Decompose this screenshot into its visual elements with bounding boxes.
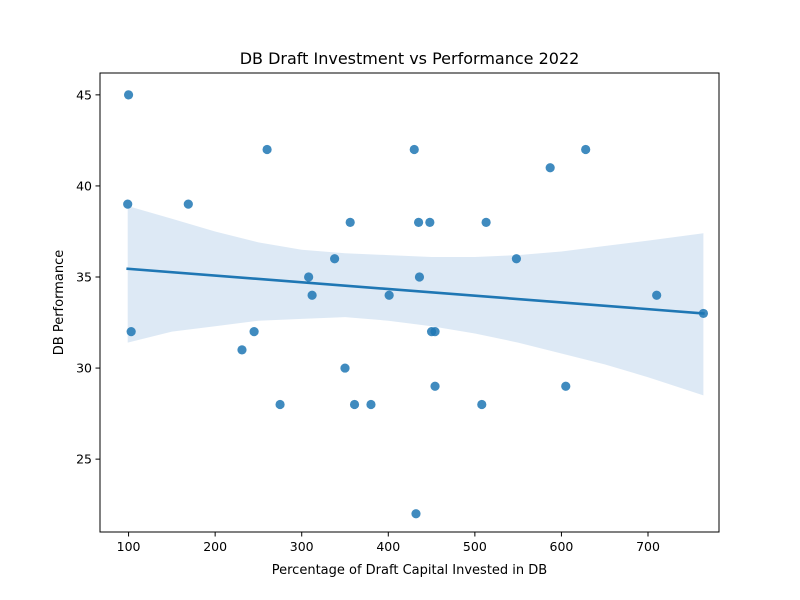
data-point [304,272,314,282]
data-point [409,144,419,155]
x-tick-label: 100 [117,539,141,554]
regression-line-layer [126,267,705,315]
data-point [275,399,285,410]
x-axis-label: Percentage of Draft Capital Invested in … [272,563,547,578]
y-tick-label: 45 [76,87,92,102]
x-tick-label: 400 [376,539,400,554]
data-point [481,217,491,227]
data-point [430,381,440,391]
data-point [123,90,134,100]
y-tick-label: 40 [76,178,92,193]
data-point [477,399,487,410]
data-point [561,381,571,391]
data-point [425,217,435,227]
data-point [430,327,440,337]
data-point [411,509,421,519]
data-point [545,163,555,173]
data-point [249,327,259,337]
x-tick-label: 700 [636,539,660,554]
data-point [366,399,376,410]
y-tick-label: 25 [76,452,92,467]
data-point [349,399,360,410]
data-point [330,254,340,264]
axes [99,72,720,533]
data-point [345,217,355,227]
x-tick-label: 600 [550,539,574,554]
data-point [307,290,317,300]
data-point [384,290,394,300]
data-point [262,144,272,155]
data-point [581,144,591,155]
data-point [123,199,133,209]
x-tick-label: 500 [463,539,487,554]
x-tick-label: 300 [290,539,314,554]
data-point [698,308,709,319]
y-axis-ticks: 25 30 35 40 45 [76,87,100,467]
y-tick-label: 30 [76,361,92,376]
data-points-layer [123,90,709,519]
regression-line [126,267,705,315]
confidence-band-layer [127,206,704,396]
data-point [511,254,522,264]
x-axis-ticks: 100 200 300 400 500 600 700 [117,532,660,554]
confidence-band [127,206,704,396]
data-point [126,327,136,337]
y-tick-label: 35 [76,270,92,285]
plot-frame [99,72,720,533]
data-point [414,272,425,282]
y-axis-label: DB Performance [52,250,67,355]
data-point [652,290,662,300]
x-tick-label: 200 [203,539,227,554]
chart-title: DB Draft Investment vs Performance 2022 [240,49,580,68]
data-point [340,363,350,373]
data-point [237,345,247,355]
data-point [413,217,424,227]
data-point [183,199,193,209]
